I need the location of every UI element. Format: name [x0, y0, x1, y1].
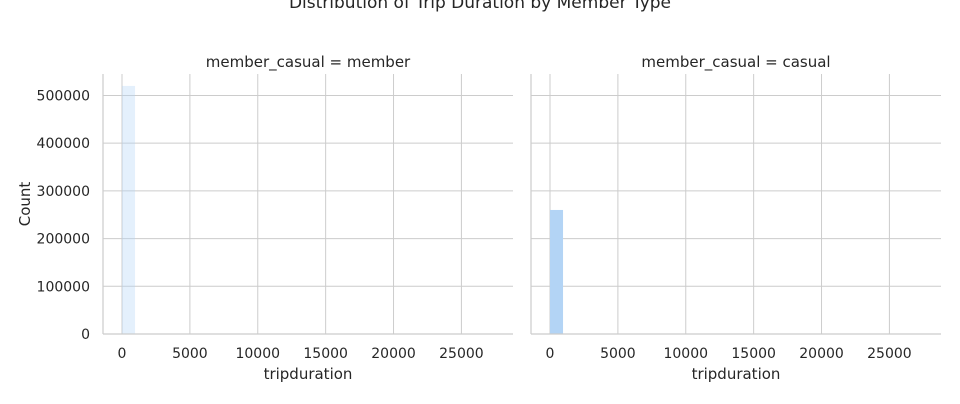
panel-1-x-tick-label: 0 — [118, 346, 127, 362]
panel-1-title: member_casual = member — [206, 53, 411, 72]
panel-2-x-tick-label: 10000 — [663, 346, 708, 362]
panel-1-x-tick-label: 25000 — [439, 346, 484, 362]
panel-1-y-tick-label: 300000 — [37, 184, 90, 200]
panel-2-x-tick-label: 15000 — [731, 346, 776, 362]
panel-1-x-axis-label: tripduration — [264, 365, 353, 383]
panel-2-histogram-bar — [550, 209, 564, 334]
panel-1-x-tick-label: 5000 — [172, 346, 208, 362]
panel-1-y-tick-label: 100000 — [37, 279, 90, 295]
panel-2-x-tick-label: 5000 — [600, 346, 636, 362]
panel-1-y-axis-label: Count — [16, 182, 34, 227]
panel-1-histogram-bar — [122, 85, 136, 334]
panel-2-x-tick-label: 25000 — [867, 346, 912, 362]
panel-1-y-tick-label: 200000 — [37, 232, 90, 248]
panel-1-y-tick-label: 400000 — [37, 136, 90, 152]
panel-1-x-tick-label: 20000 — [371, 346, 416, 362]
panel-2-x-tick-label: 20000 — [799, 346, 844, 362]
panel-2-x-axis-label: tripduration — [692, 365, 781, 383]
panel-1-x-tick-label: 10000 — [235, 346, 280, 362]
figure-title: Distribution of Trip Duration by Member … — [289, 0, 671, 13]
panel-2-x-tick-label: 0 — [546, 346, 555, 362]
panel-1-y-tick-label: 500000 — [37, 88, 90, 104]
panel-1-x-tick-label: 15000 — [303, 346, 348, 362]
panel-1-y-tick-label: 0 — [81, 327, 90, 343]
panel-2-title: member_casual = casual — [641, 53, 830, 72]
